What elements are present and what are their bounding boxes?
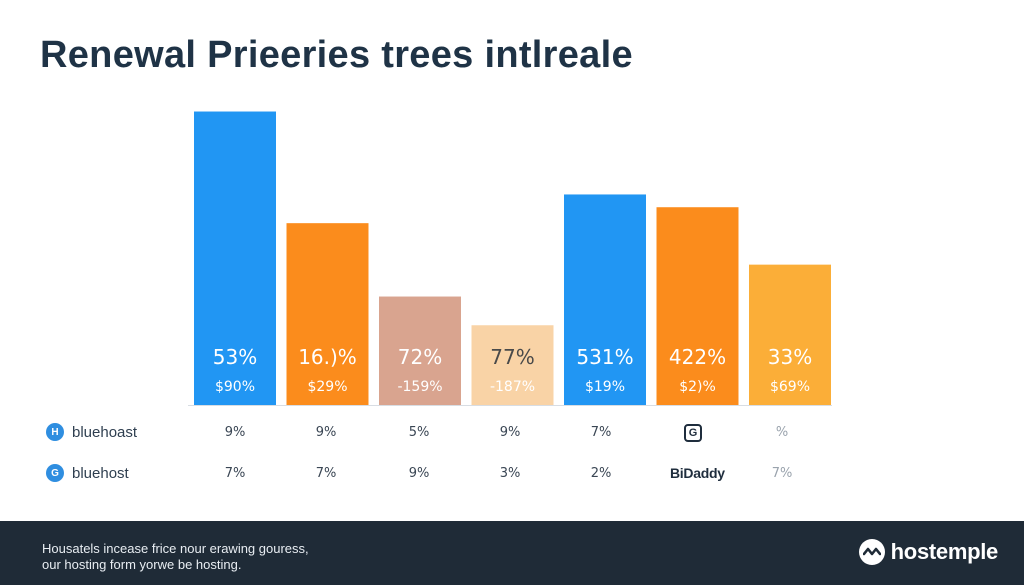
bar-percent-label: 16.)% [298, 345, 357, 369]
table-cell: 7% [315, 466, 337, 481]
footer-line-2: our hosting form yorwe be hosting. [42, 557, 242, 572]
bar-price-label: $90% [215, 379, 255, 395]
footer: Housatels incease frice nour erawing gou… [0, 521, 1024, 585]
host-icon: G [46, 464, 64, 482]
bar-price-label: $19% [585, 379, 625, 395]
bar-price-label: -187% [490, 379, 535, 395]
bar-price-label: $2)% [679, 379, 716, 395]
brand-name: hostemple [890, 539, 999, 564]
brand-mark-icon [858, 539, 885, 565]
row-label: bluehost [72, 464, 129, 482]
bar-percent-label: 33% [768, 345, 812, 369]
table-cell: 7% [224, 466, 246, 481]
bar-price-label: $69% [770, 379, 810, 395]
bar-percent-label: 53% [213, 345, 257, 369]
bar-percent-label: 77% [490, 345, 534, 369]
page-title: Renewal Prieeries trees intlreale [40, 34, 633, 76]
godaddy-g-icon: G [684, 424, 702, 442]
table-cell: 9% [315, 425, 337, 440]
footer-line-1: Housatels incease frice nour erawing gou… [42, 541, 309, 556]
table-cell: 5% [408, 425, 430, 440]
host-icon: H [46, 423, 64, 441]
table-cell: 7% [771, 466, 793, 481]
table-cell: 7% [590, 425, 612, 440]
brand-logo: hostemple [858, 539, 999, 565]
table-cell: 9% [499, 425, 521, 440]
bar-chart: 53% $90% 16.)% $29% 72% -159% 77% -187% 531% $19%… [188, 111, 832, 406]
table-cell: 9% [224, 425, 246, 440]
chart-bar [286, 223, 369, 405]
godaddy-logo-text: BiDaddy [670, 465, 725, 481]
bar-percent-label: 72% [398, 345, 442, 369]
chart-bar [194, 111, 276, 406]
table-cell: 3% [499, 466, 521, 481]
chart-bar [564, 194, 646, 405]
bar-price-label: -159% [397, 379, 442, 395]
bar-percent-label: 531% [576, 345, 633, 369]
bar-price-label: $29% [307, 379, 347, 395]
chart-bar [656, 207, 739, 405]
table-cell: 2% [590, 466, 612, 481]
table-row: H bluehoast [46, 421, 137, 443]
chart-bar [379, 296, 461, 405]
bar-percent-label: 422% [669, 345, 726, 369]
row-label: bluehoast [72, 423, 138, 441]
table-cell: % [775, 425, 789, 440]
chart-bar [749, 264, 831, 405]
table-cell: 9% [408, 466, 430, 481]
table-row: G bluehost [46, 462, 129, 484]
chart-bar [471, 325, 554, 405]
